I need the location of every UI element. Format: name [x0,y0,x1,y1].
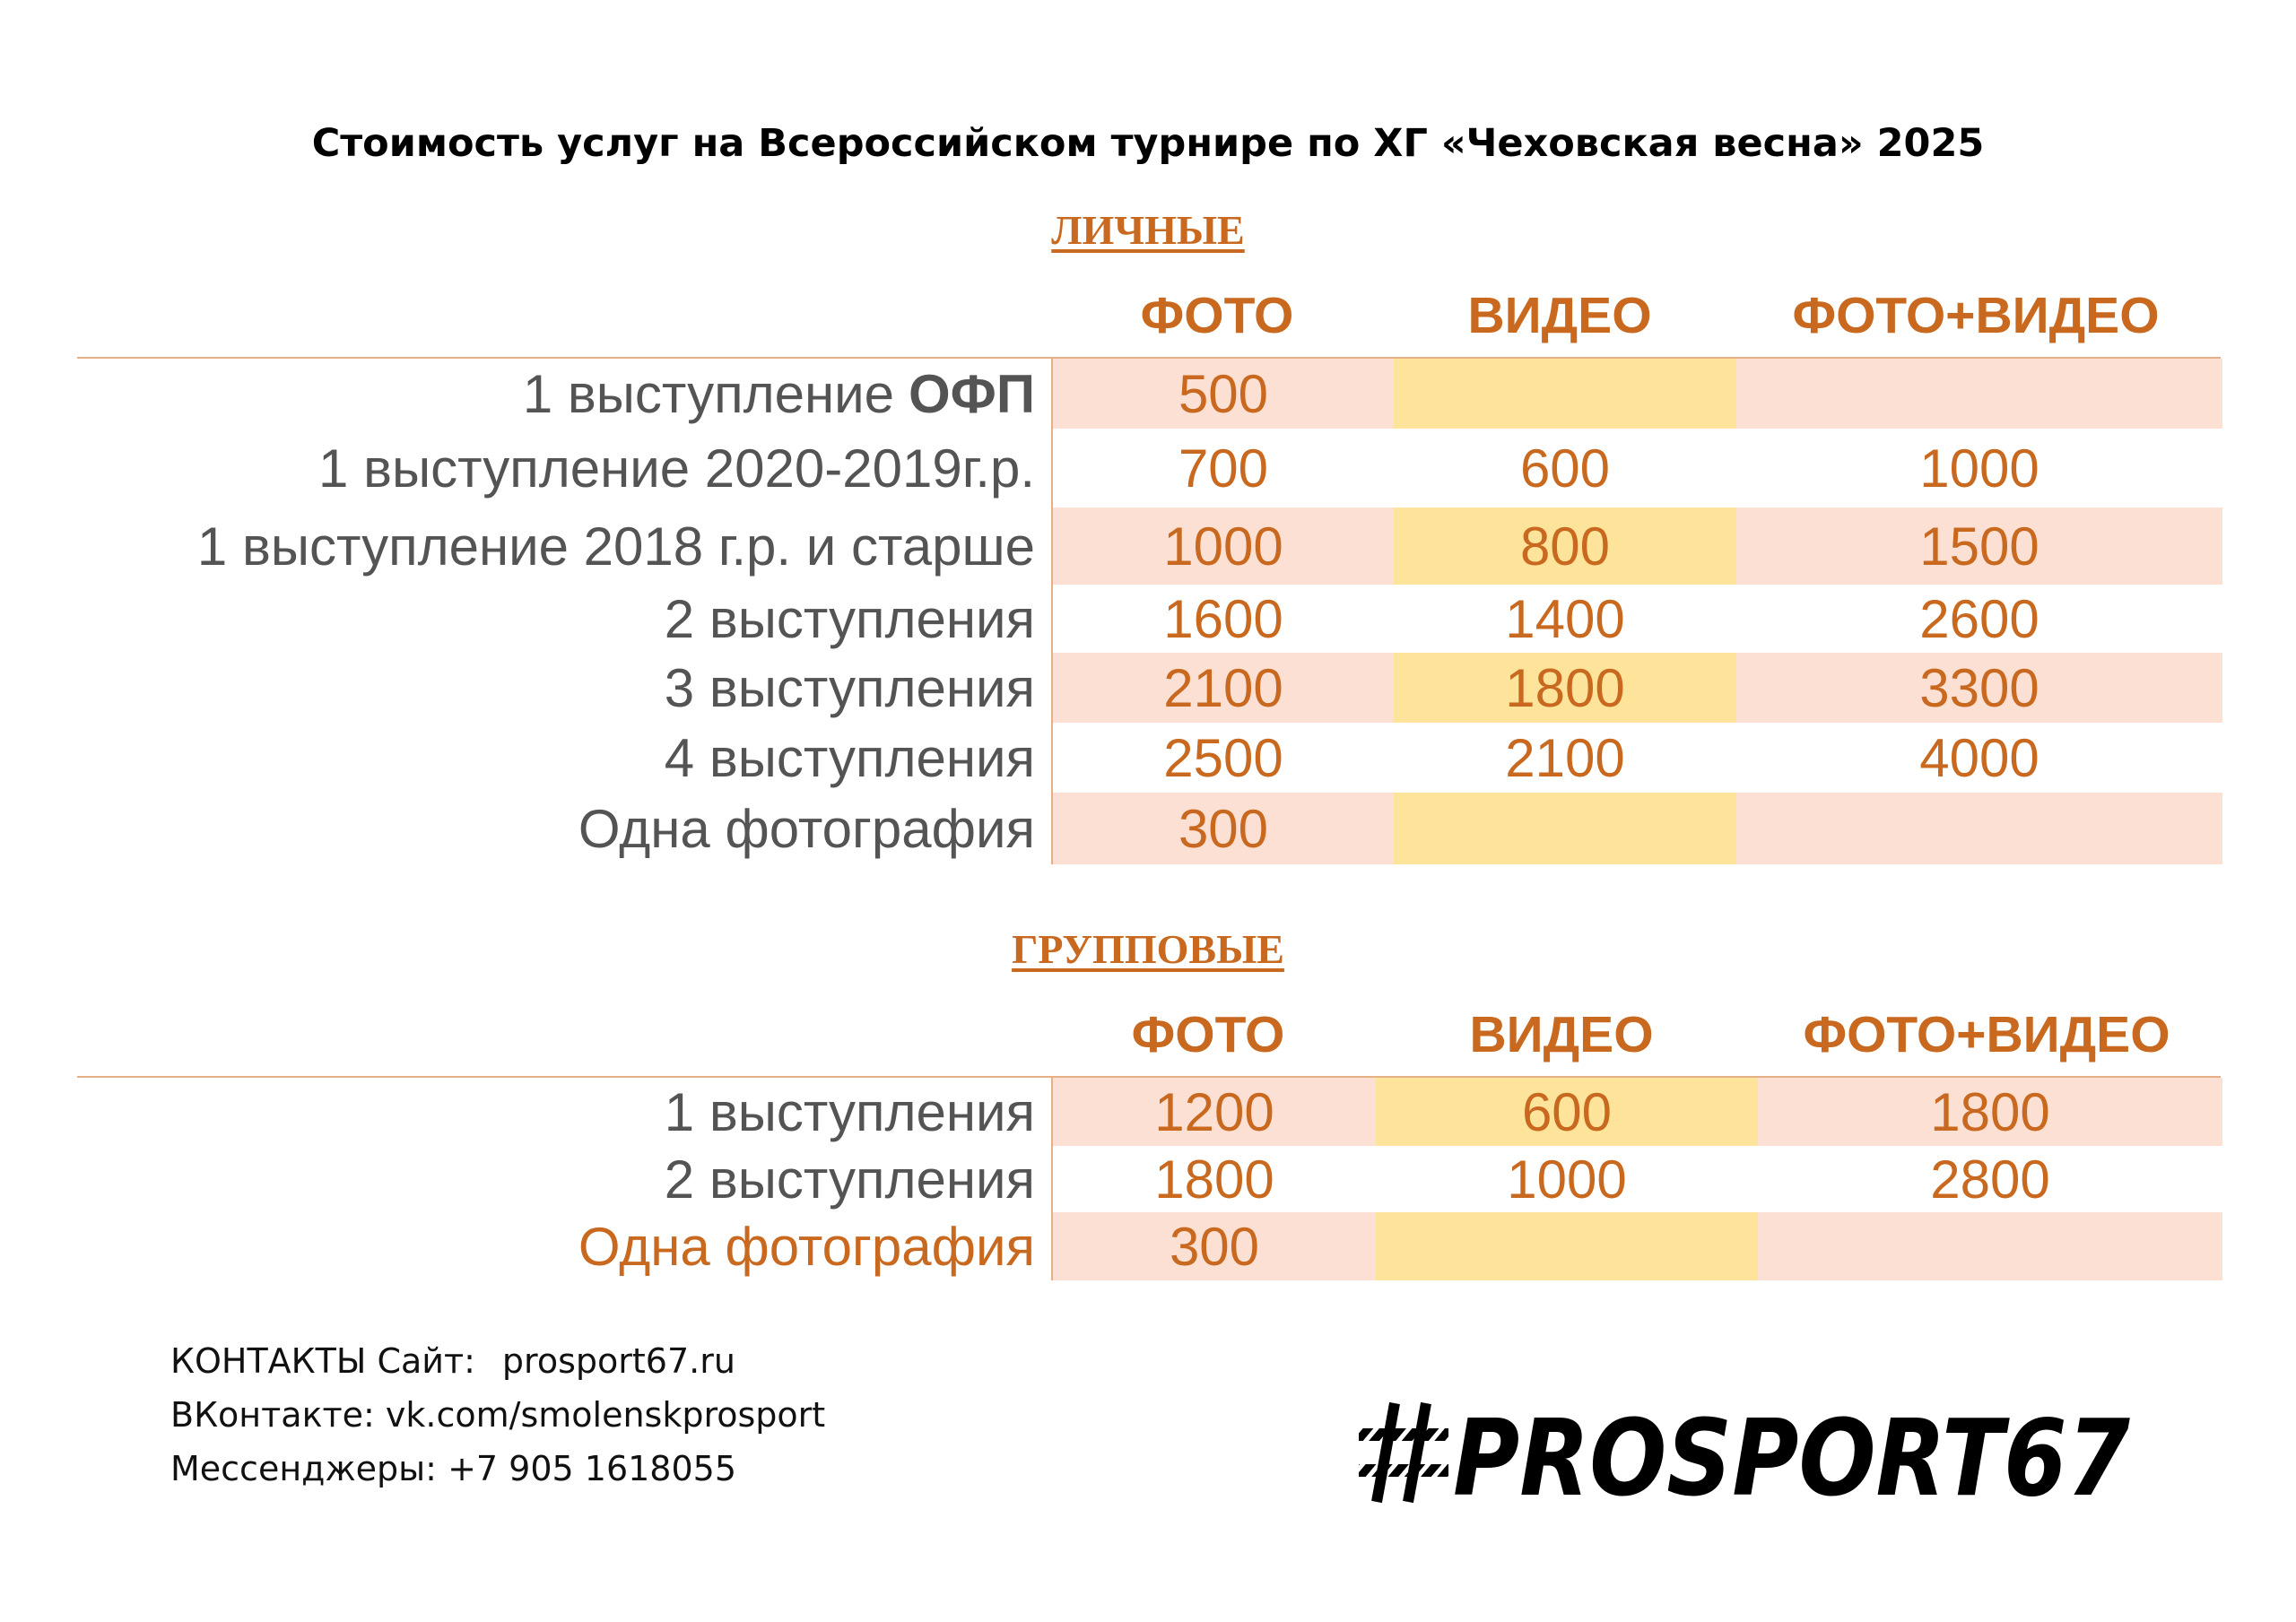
page-title: Стоимость услуг на Всероссийском турнире… [311,121,1985,166]
table-row: Одна фотография 300 [77,1212,2222,1280]
table-row: 1 выступление 2020-2019г.р. 700 600 1000 [77,429,2222,507]
column-divider [1051,359,1053,864]
row-label: 1 выступление 2018 г.р. и старше [196,516,1035,577]
row-label: 2 выступления [664,1149,1035,1210]
svg-text:PROSPORT67: PROSPORT67 [1453,1396,2130,1511]
price-video [1394,359,1736,429]
row-label: Одна фотография [578,1216,1035,1277]
price-video: 800 [1394,507,1736,585]
price-foto: 300 [1053,1212,1376,1280]
table-row: Одна фотография 300 [77,793,2222,864]
price-video: 2100 [1505,727,1625,788]
price-foto: 1000 [1053,507,1394,585]
contacts-site-label: КОНТАКТЫ Сайт: [170,1341,475,1381]
row-label: 4 выступления [664,727,1035,788]
price-foto-video: 2600 [1919,588,2039,649]
contacts-block: КОНТАКТЫ Сайт: prosport67.ru ВКонтакте: v… [170,1334,825,1496]
price-video [1376,1212,1758,1280]
row-label: 1 выступление 2020-2019г.р. [318,438,1035,499]
price-video: 1800 [1394,653,1736,723]
header-foto-video: ФОТО+ВИДЕО [1803,1006,2170,1063]
row-label: 2 выступления [664,588,1035,649]
row-label: 1 выступление ОФП [522,363,1035,424]
price-foto: 300 [1053,793,1394,864]
price-foto: 1600 [1163,588,1283,649]
price-foto: 500 [1053,359,1394,429]
header-foto: ФОТО [1131,1006,1285,1063]
personal-table: ФОТО ВИДЕО ФОТО+ВИДЕО 1 выступление ОФП 5… [77,274,2222,864]
price-video: 1400 [1505,588,1625,649]
price-foto-video [1736,359,2222,429]
price-foto-video: 1000 [1919,438,2039,499]
price-foto: 2100 [1053,653,1394,723]
price-foto-video: 3300 [1736,653,2222,723]
header-rule [77,1076,2221,1078]
table-row: 2 выступления 1800 1000 2800 [77,1146,2222,1212]
row-label: 1 выступления [664,1081,1035,1142]
header-video: ВИДЕО [1467,287,1652,344]
price-foto-video: 2800 [1930,1149,2050,1210]
price-foto: 2500 [1163,727,1283,788]
contacts-site: КОНТАКТЫ Сайт: prosport67.ru [170,1334,825,1388]
price-foto-video: 4000 [1919,727,2039,788]
price-foto-video [1736,793,2222,864]
table-header: ФОТО ВИДЕО ФОТО+ВИДЕО [77,274,2222,357]
table-row: 1 выступление ОФП 500 [77,359,2222,429]
table-row: 1 выступления 1200 600 1800 [77,1078,2222,1146]
contacts-site-link[interactable]: prosport67.ru [501,1341,735,1381]
section-title-group: ГРУППОВЫЕ [1012,926,1284,972]
row-label: Одна фотография [578,798,1035,859]
row-label-bold: ОФП [908,363,1035,424]
price-foto: 1200 [1053,1078,1376,1146]
column-divider [1051,1078,1053,1280]
header-foto: ФОТО [1140,287,1294,344]
table-row: 3 выступления 2100 1800 3300 [77,653,2222,723]
price-foto: 1800 [1154,1149,1274,1210]
price-foto-video [1758,1212,2222,1280]
prosport67-logo: PROSPORT67 [1359,1396,2130,1511]
section-title-personal: ЛИЧНЫЕ [1051,207,1245,253]
header-video: ВИДЕО [1469,1006,1654,1063]
header-foto-video: ФОТО+ВИДЕО [1792,287,2160,344]
price-video [1394,793,1736,864]
table-row: 2 выступления 1600 1400 2600 [77,585,2222,653]
group-table: ФОТО ВИДЕО ФОТО+ВИДЕО 1 выступления 1200… [77,993,2222,1280]
row-label: 3 выступления [664,657,1035,718]
hash-icon [1359,1401,1448,1504]
table-row: 4 выступления 2500 2100 4000 [77,723,2222,793]
contacts-phone: Мессенджеры: +7 905 1618055 [170,1449,737,1488]
price-video: 1000 [1507,1149,1627,1210]
header-rule [77,357,2221,359]
price-foto: 700 [1178,438,1269,499]
price-foto-video: 1500 [1736,507,2222,585]
price-video: 600 [1519,438,1611,499]
table-row: 1 выступление 2018 г.р. и старше 1000 80… [77,507,2222,585]
price-video: 600 [1376,1078,1758,1146]
price-foto-video: 1800 [1758,1078,2222,1146]
contacts-vk[interactable]: ВКонтакте: vk.com/smolenskprosport [170,1395,826,1435]
table-header: ФОТО ВИДЕО ФОТО+ВИДЕО [77,993,2222,1076]
